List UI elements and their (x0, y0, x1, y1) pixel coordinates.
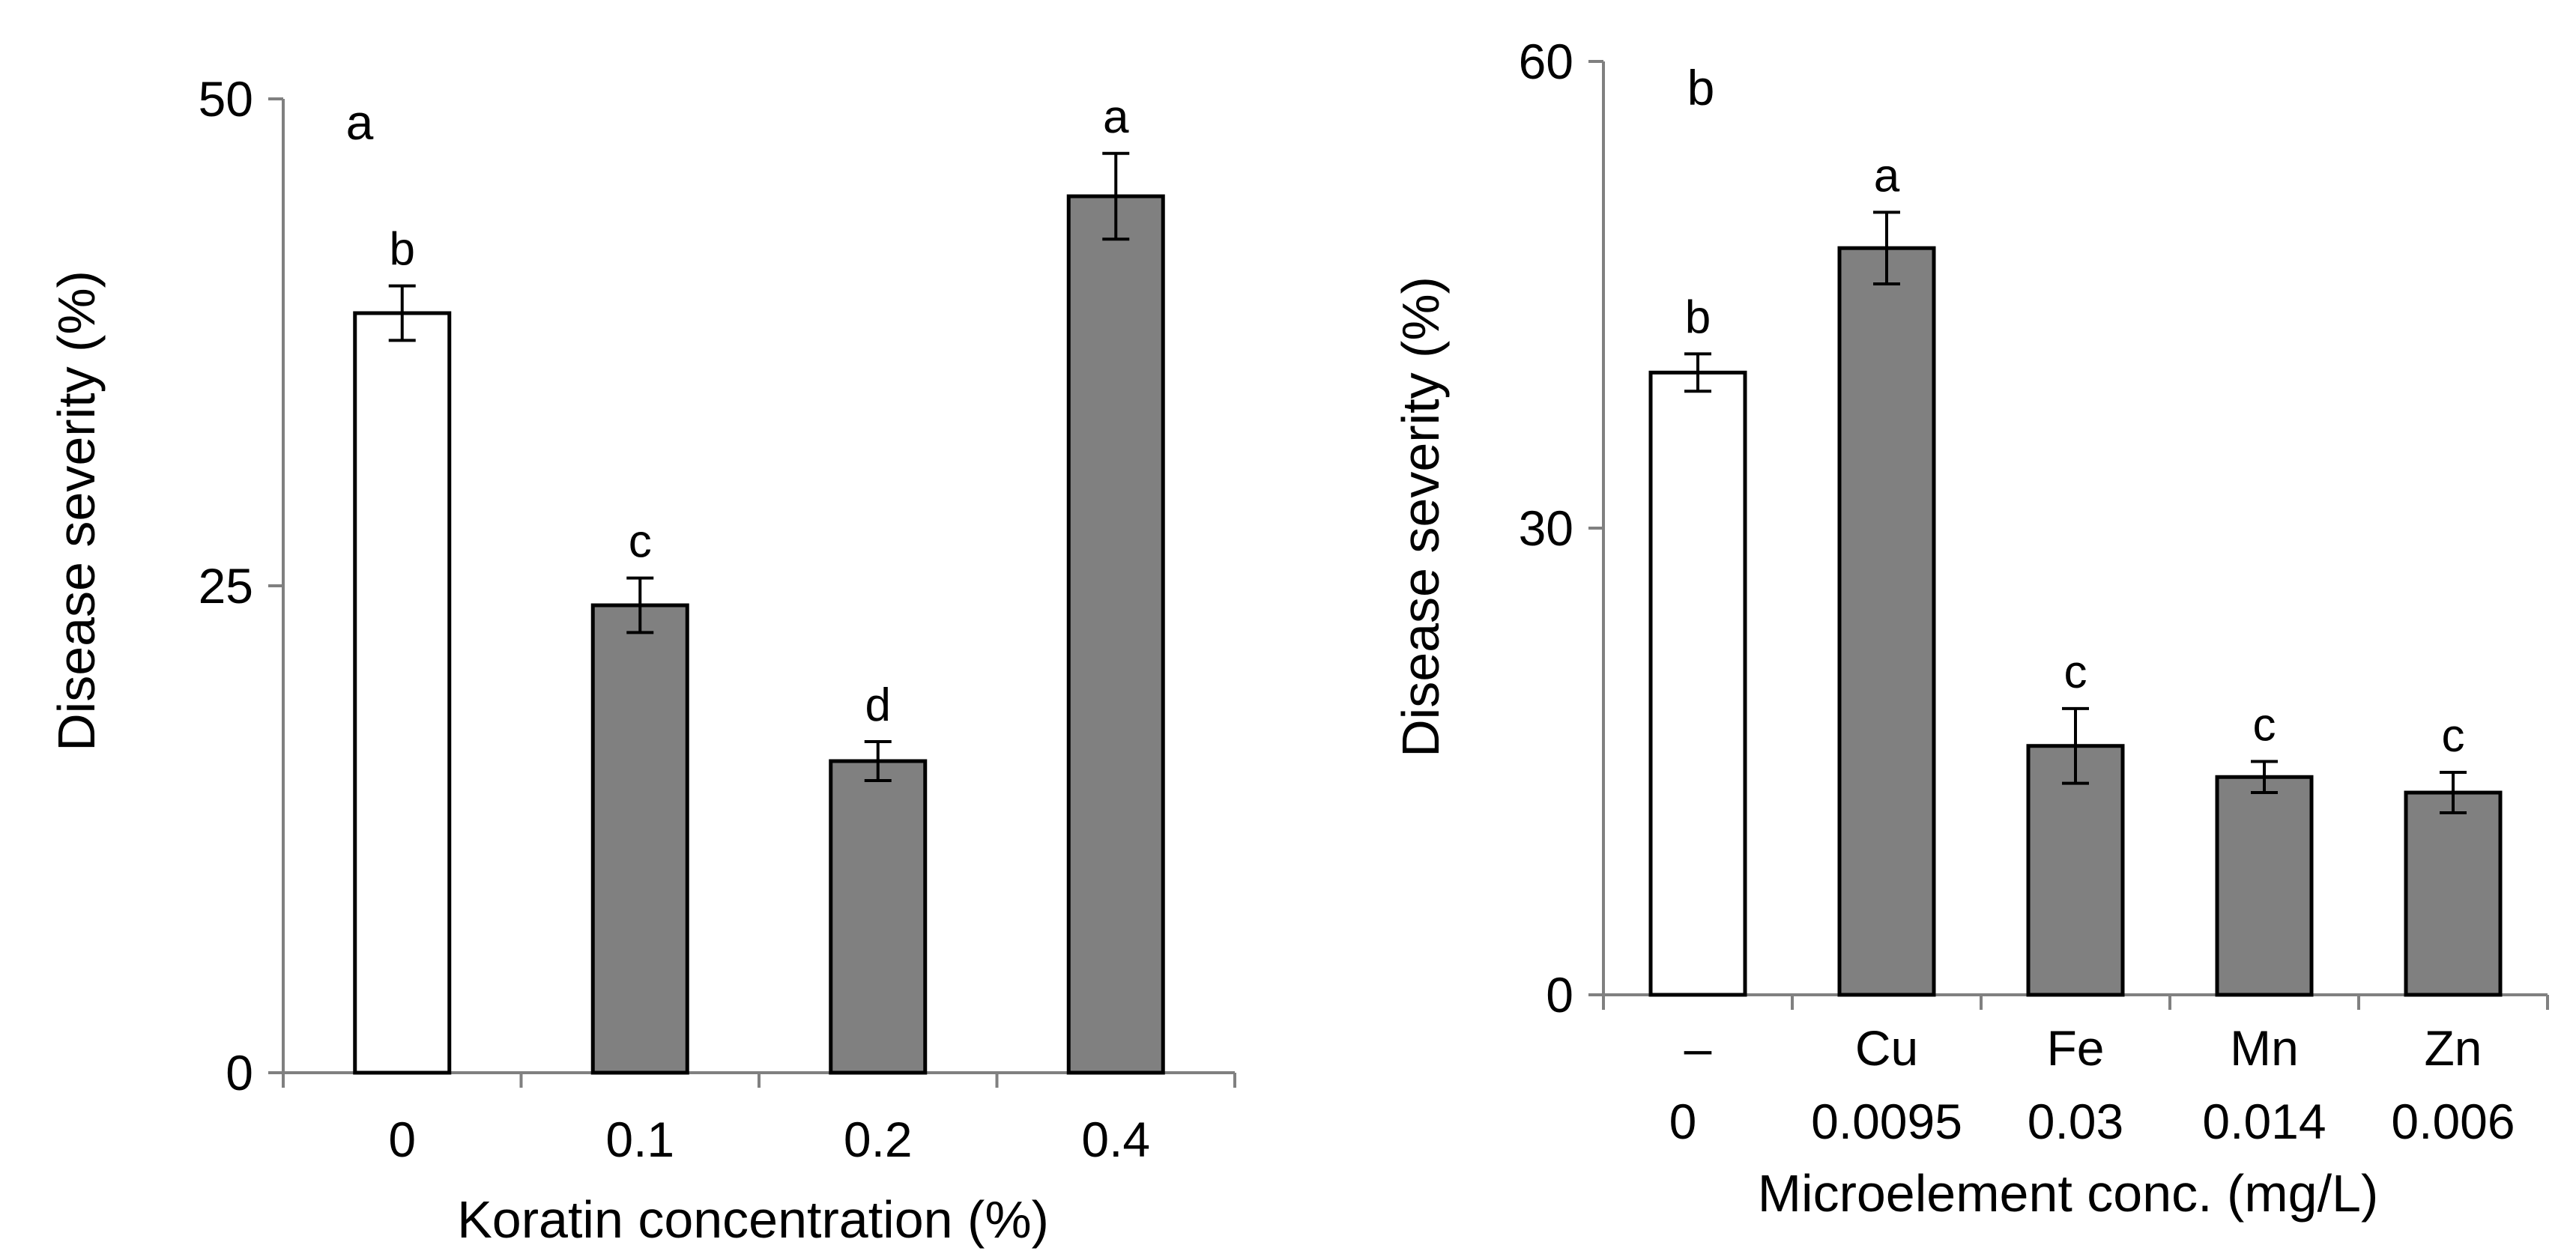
panel-b-y-tick-label: 30 (1519, 500, 1573, 556)
panel-a-error-bars (388, 151, 1130, 782)
panel-b-y-tick-label: 0 (1546, 967, 1573, 1023)
panel-b-category-label-3: Fe (2046, 1020, 2104, 1076)
panel-b-error-bar-1 (1684, 352, 1711, 393)
panel-b-bar-4 (2215, 775, 2314, 997)
panel-b-concentration-label-2: 0.0095 (1811, 1094, 1962, 1149)
panel-a-label: a (346, 94, 374, 150)
panel-b-y-ticks: 0 30 60 (1519, 34, 1603, 1023)
panel-b-error-bar-2 (1873, 210, 1900, 285)
panel-b-label: b (1687, 60, 1715, 115)
panel-b-significance-label-2: a (1874, 150, 1900, 202)
panel-a-y-axis-title: Disease severity (%) (47, 270, 106, 751)
panel-a-category-label-3: 0.2 (844, 1112, 913, 1167)
panel-a-category-label-4: 0.4 (1081, 1112, 1150, 1167)
panel-a-bars (353, 194, 1165, 1075)
panel-a-bar-1 (353, 311, 452, 1075)
panel-b-concentration-labels: 0 0.0095 0.03 0.014 0.006 (1669, 1094, 2515, 1149)
panel-b-bars (1648, 246, 2503, 997)
panel-a-bar-3 (829, 759, 928, 1075)
panel-a-y-tick-label: 50 (199, 71, 253, 127)
panel-a-error-bar-4 (1102, 151, 1130, 241)
panel-b-significance-label-3: c (2064, 646, 2087, 698)
panel-a-category-label-1: 0 (388, 1112, 416, 1167)
panel-a-bar-4 (1066, 194, 1165, 1075)
panel-a-category-label-2: 0.1 (605, 1112, 674, 1167)
panel-b-significance-labels: b a c c c (1685, 150, 2465, 762)
panel-a-category-labels: 0 0.1 0.2 0.4 (388, 1112, 1150, 1167)
panel-b-concentration-label-5: 0.006 (2391, 1094, 2515, 1149)
panel-a-y-tick-label: 0 (226, 1045, 253, 1100)
panel-a-x-ticks (282, 1073, 1236, 1088)
panel-b-concentration-label-3: 0.03 (2028, 1094, 2123, 1149)
panel-a-significance-label-4: a (1103, 91, 1129, 143)
panel-a-y-tick-label: 25 (199, 558, 253, 614)
panel-b-category-label-5: Zn (2424, 1020, 2482, 1076)
panel-a-bar-2 (590, 603, 689, 1075)
panel-a-significance-labels: b c d a (390, 91, 1130, 731)
panel-b-significance-label-4: c (2253, 700, 2276, 751)
panel-a-error-bar-3 (864, 740, 892, 782)
panel-b-category-label-4: Mn (2230, 1020, 2299, 1076)
panel-b-concentration-label-4: 0.014 (2202, 1094, 2326, 1149)
panel-b-bar-5 (2404, 790, 2503, 997)
panel-b-error-bars (1684, 210, 2467, 815)
panel-b-category-labels: – Cu Fe Mn Zn (1684, 1020, 2482, 1076)
panel-a-significance-label-3: d (865, 679, 891, 731)
panel-a-y-ticks: 0 25 50 (199, 71, 283, 1100)
panel-b-bar-3 (2026, 744, 2125, 997)
panel-b-error-bar-5 (2440, 771, 2467, 815)
panel-b-bar-1 (1648, 370, 1747, 997)
panel-b-category-label-2: Cu (1855, 1020, 1918, 1076)
panel-b-concentration-label-1: 0 (1669, 1094, 1697, 1149)
panel-b-category-label-1: – (1684, 1020, 1712, 1076)
panel-a-error-bar-1 (388, 284, 416, 342)
panel-b-y-tick-label: 60 (1519, 34, 1573, 89)
chart-panel-b: b Disease severity (%) Microelement conc… (1391, 34, 2549, 1223)
panel-a-significance-label-2: c (629, 516, 652, 568)
panel-b-x-ticks (1602, 995, 2549, 1010)
panel-a-x-axis-title: Koratin concentration (%) (457, 1190, 1049, 1249)
panel-b-significance-label-1: b (1685, 291, 1711, 343)
panel-b-y-axis-title: Disease severity (%) (1391, 276, 1450, 757)
panel-b-error-bar-4 (2251, 760, 2278, 795)
panel-a-error-bar-2 (626, 576, 654, 634)
chart-panel-a: a Disease severity (%) Koratin concentra… (47, 71, 1236, 1249)
panel-b-significance-label-5: c (2442, 710, 2465, 762)
panel-b-x-axis-title: Microelement conc. (mg/L) (1758, 1164, 2379, 1223)
panel-b-error-bar-3 (2062, 706, 2089, 785)
panel-b-bar-2 (1837, 246, 1936, 997)
panel-a-significance-label-1: b (390, 224, 415, 276)
